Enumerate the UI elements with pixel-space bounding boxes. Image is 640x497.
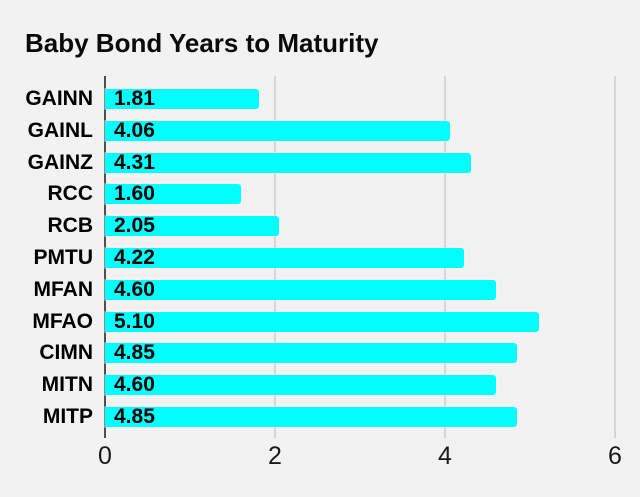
value-label: 4.22 bbox=[114, 246, 155, 269]
category-label: MFAN bbox=[33, 278, 94, 301]
category-label: PMTU bbox=[33, 246, 94, 269]
bar-row: GAINL 4.06 bbox=[0, 119, 640, 142]
bar: 4.60 bbox=[105, 373, 496, 396]
bar-row: GAINN 1.81 bbox=[0, 87, 640, 110]
value-label: 4.60 bbox=[114, 373, 155, 396]
category-label: MITP bbox=[42, 405, 93, 428]
chart-title: Baby Bond Years to Maturity bbox=[25, 28, 379, 58]
category-label: GAINL bbox=[27, 119, 93, 142]
bar-row: GAINZ 4.31 bbox=[0, 151, 640, 174]
gridline-6 bbox=[614, 76, 616, 438]
bar-row: MITP 4.85 bbox=[0, 405, 640, 428]
value-label: 4.06 bbox=[114, 119, 155, 142]
value-label: 4.85 bbox=[114, 405, 155, 428]
bar-row: PMTU 4.22 bbox=[0, 246, 640, 269]
value-label: 4.31 bbox=[114, 151, 155, 174]
category-label: MITN bbox=[41, 373, 93, 396]
bar-row: CIMN 4.85 bbox=[0, 341, 640, 364]
bar: 4.31 bbox=[105, 151, 471, 174]
bar: 4.22 bbox=[105, 246, 464, 269]
category-label: CIMN bbox=[39, 341, 93, 364]
bar: 2.05 bbox=[105, 214, 279, 237]
bar: 5.10 bbox=[105, 310, 539, 333]
bar-row: MITN 4.60 bbox=[0, 373, 640, 396]
bar: 4.06 bbox=[105, 119, 450, 142]
bar-row: RCB 2.05 bbox=[0, 214, 640, 237]
category-label: GAINZ bbox=[27, 151, 93, 174]
x-axis-tick-label: 6 bbox=[608, 442, 622, 470]
bar-row: MFAO 5.10 bbox=[0, 310, 640, 333]
category-label: RCB bbox=[47, 214, 94, 237]
bar-row: RCC 1.60 bbox=[0, 182, 640, 205]
bar: 4.85 bbox=[105, 341, 517, 364]
x-axis-tick-label: 0 bbox=[98, 442, 112, 470]
category-label: GAINN bbox=[25, 87, 93, 110]
bar: 4.85 bbox=[105, 405, 517, 428]
value-label: 1.81 bbox=[114, 87, 155, 110]
value-label: 4.60 bbox=[114, 278, 155, 301]
bar: 1.60 bbox=[105, 182, 241, 205]
value-label: 2.05 bbox=[114, 214, 155, 237]
value-label: 1.60 bbox=[114, 182, 155, 205]
bar-row: MFAN 4.60 bbox=[0, 278, 640, 301]
x-axis-tick-label: 2 bbox=[268, 442, 282, 470]
value-label: 5.10 bbox=[114, 310, 155, 333]
x-axis-tick-label: 4 bbox=[438, 442, 452, 470]
category-label: RCC bbox=[47, 182, 94, 205]
value-label: 4.85 bbox=[114, 341, 155, 364]
category-label: MFAO bbox=[32, 310, 93, 333]
bar: 4.60 bbox=[105, 278, 496, 301]
bar: 1.81 bbox=[105, 87, 259, 110]
